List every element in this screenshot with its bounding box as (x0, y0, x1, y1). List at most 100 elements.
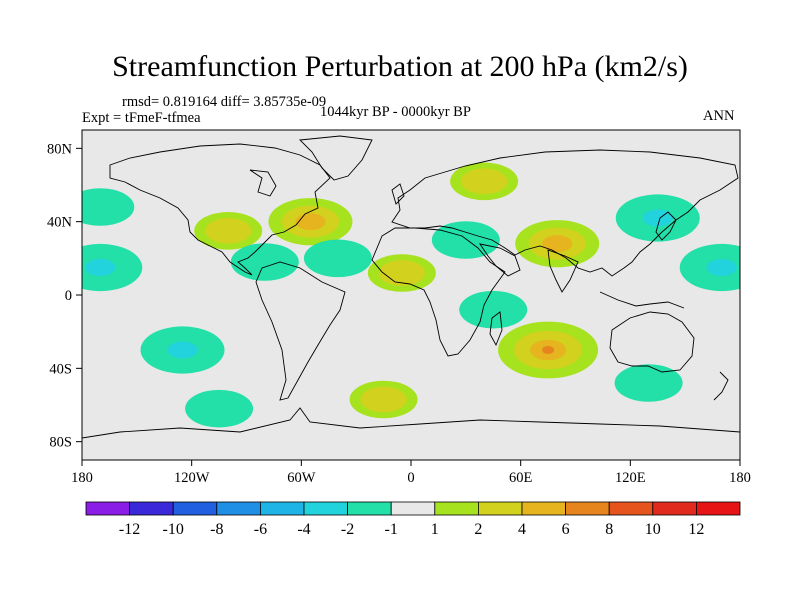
coast-africa (371, 227, 506, 357)
anomaly-contour (542, 346, 555, 354)
colorbar-swatch (652, 501, 697, 516)
lat-tick-label: 80N (47, 141, 73, 157)
anomaly-contour (205, 218, 252, 244)
anomaly-10 (367, 254, 436, 292)
anomaly-contour (314, 245, 362, 272)
anomaly-contour (195, 395, 243, 422)
lat-tick-label: 40N (47, 215, 73, 231)
colorbar-label: -6 (254, 521, 267, 538)
colorbar-label: -4 (297, 521, 310, 538)
colorbar-swatch (521, 501, 566, 516)
colorbar-label: 4 (518, 521, 526, 538)
colorbar-swatch (696, 501, 741, 516)
anomaly-2 (450, 162, 519, 201)
anomaly-contour (360, 386, 407, 413)
colorbar-label: -8 (210, 521, 223, 538)
anomaly-16 (614, 364, 683, 402)
lon-tick-label: 180 (729, 470, 751, 486)
colorbar-label: 6 (562, 521, 570, 538)
longitude-axis: 180 120W 60W 0 60E 120E 180 (71, 460, 751, 486)
coast-arabia (479, 243, 521, 277)
season-label: ANN (703, 108, 735, 124)
colorbar-swatch (565, 501, 610, 516)
colorbar-swatch (216, 501, 261, 516)
anomaly-5 (431, 221, 500, 259)
coast-south-america (255, 261, 346, 401)
coast-greenland (299, 135, 373, 181)
colorbar-swatch (608, 501, 654, 516)
anomaly-1 (194, 212, 263, 250)
latitude-axis: 80N 40N 0 40S 80S (47, 141, 82, 451)
lon-tick-label: 120E (615, 470, 646, 486)
anomaly-11 (459, 290, 528, 329)
coast-india (547, 249, 579, 293)
colorbar-label: 10 (645, 521, 661, 538)
colorbar-label: 12 (688, 521, 704, 538)
stats-text: rmsd= 0.819164 diff= 3.85735e-09 (122, 94, 327, 110)
colorbar: -12 -10 -8 -6 -4 -2 -1 1 2 4 6 8 10 12 (85, 501, 741, 538)
colorbar-label: 8 (605, 521, 613, 538)
coast-australia (609, 311, 695, 373)
anomaly-contour (82, 194, 124, 220)
anomaly-contour (167, 341, 198, 359)
anomaly-contour (378, 260, 425, 286)
anomaly-contour (442, 227, 489, 253)
colorbar-label: 1 (431, 521, 439, 538)
anomaly-8 (230, 243, 299, 281)
anomaly-contour (85, 259, 116, 276)
coastlines (82, 135, 740, 439)
colorbar-label: -2 (341, 521, 354, 538)
period-label: 1044kyr BP - 0000kyr BP (320, 104, 471, 120)
anomaly-3 (615, 194, 700, 242)
anomaly-14 (185, 389, 254, 428)
anomaly-contour (625, 370, 672, 396)
anomaly-contour (460, 168, 508, 195)
lat-tick-label: 80S (49, 435, 72, 451)
anomaly-6 (82, 243, 143, 292)
anomaly-contour (241, 249, 288, 275)
colorbar-swatch (259, 501, 305, 516)
colorbar-swatch (172, 501, 218, 516)
anomaly-12 (498, 321, 599, 379)
colorbar-swatch (347, 501, 392, 516)
plot-title: Streamfunction Perturbation at 200 hPa (… (112, 50, 688, 83)
lon-tick-label: 120W (174, 470, 210, 486)
lon-tick-label: 60E (509, 470, 533, 486)
colorbar-label: -10 (163, 521, 184, 538)
coast-japan (655, 211, 677, 241)
colorbar-swatch (390, 501, 436, 516)
coast-indonesia (599, 291, 685, 309)
coast-uk (391, 183, 405, 205)
coast-antarctica (82, 407, 740, 439)
coast-new-zealand (713, 371, 729, 401)
colorbar-label: -1 (385, 521, 398, 538)
colorbar-label: -12 (119, 521, 140, 538)
anomaly-9 (303, 239, 372, 278)
colorbar-swatch (303, 501, 348, 516)
experiment-label: Expt = tFmeF-tfmea (82, 110, 201, 126)
lat-tick-label: 0 (65, 288, 72, 304)
anomaly-0 (268, 198, 353, 246)
anomaly-layer (82, 162, 740, 428)
lon-tick-label: 0 (407, 470, 414, 486)
anomaly-13 (140, 326, 225, 374)
anomaly-contour (542, 235, 573, 253)
anomaly-15 (349, 380, 418, 419)
colorbar-swatch (434, 501, 479, 516)
coast-hudson-bay (249, 169, 277, 197)
coast-eurasia (391, 149, 739, 277)
anomaly-contour (470, 296, 517, 323)
anomaly-contour (295, 213, 326, 231)
coast-north-america (109, 143, 331, 276)
coast-madagascar (489, 311, 503, 347)
anomaly-contour (706, 259, 737, 276)
lat-tick-label: 40S (49, 361, 72, 377)
colorbar-swatch (129, 501, 174, 516)
colorbar-swatch (85, 501, 130, 516)
colorbar-swatch (477, 501, 523, 516)
anomaly-17 (82, 188, 135, 226)
colorbar-label: 2 (474, 521, 482, 538)
anomaly-4 (515, 220, 600, 268)
lon-tick-label: 180 (71, 470, 93, 486)
